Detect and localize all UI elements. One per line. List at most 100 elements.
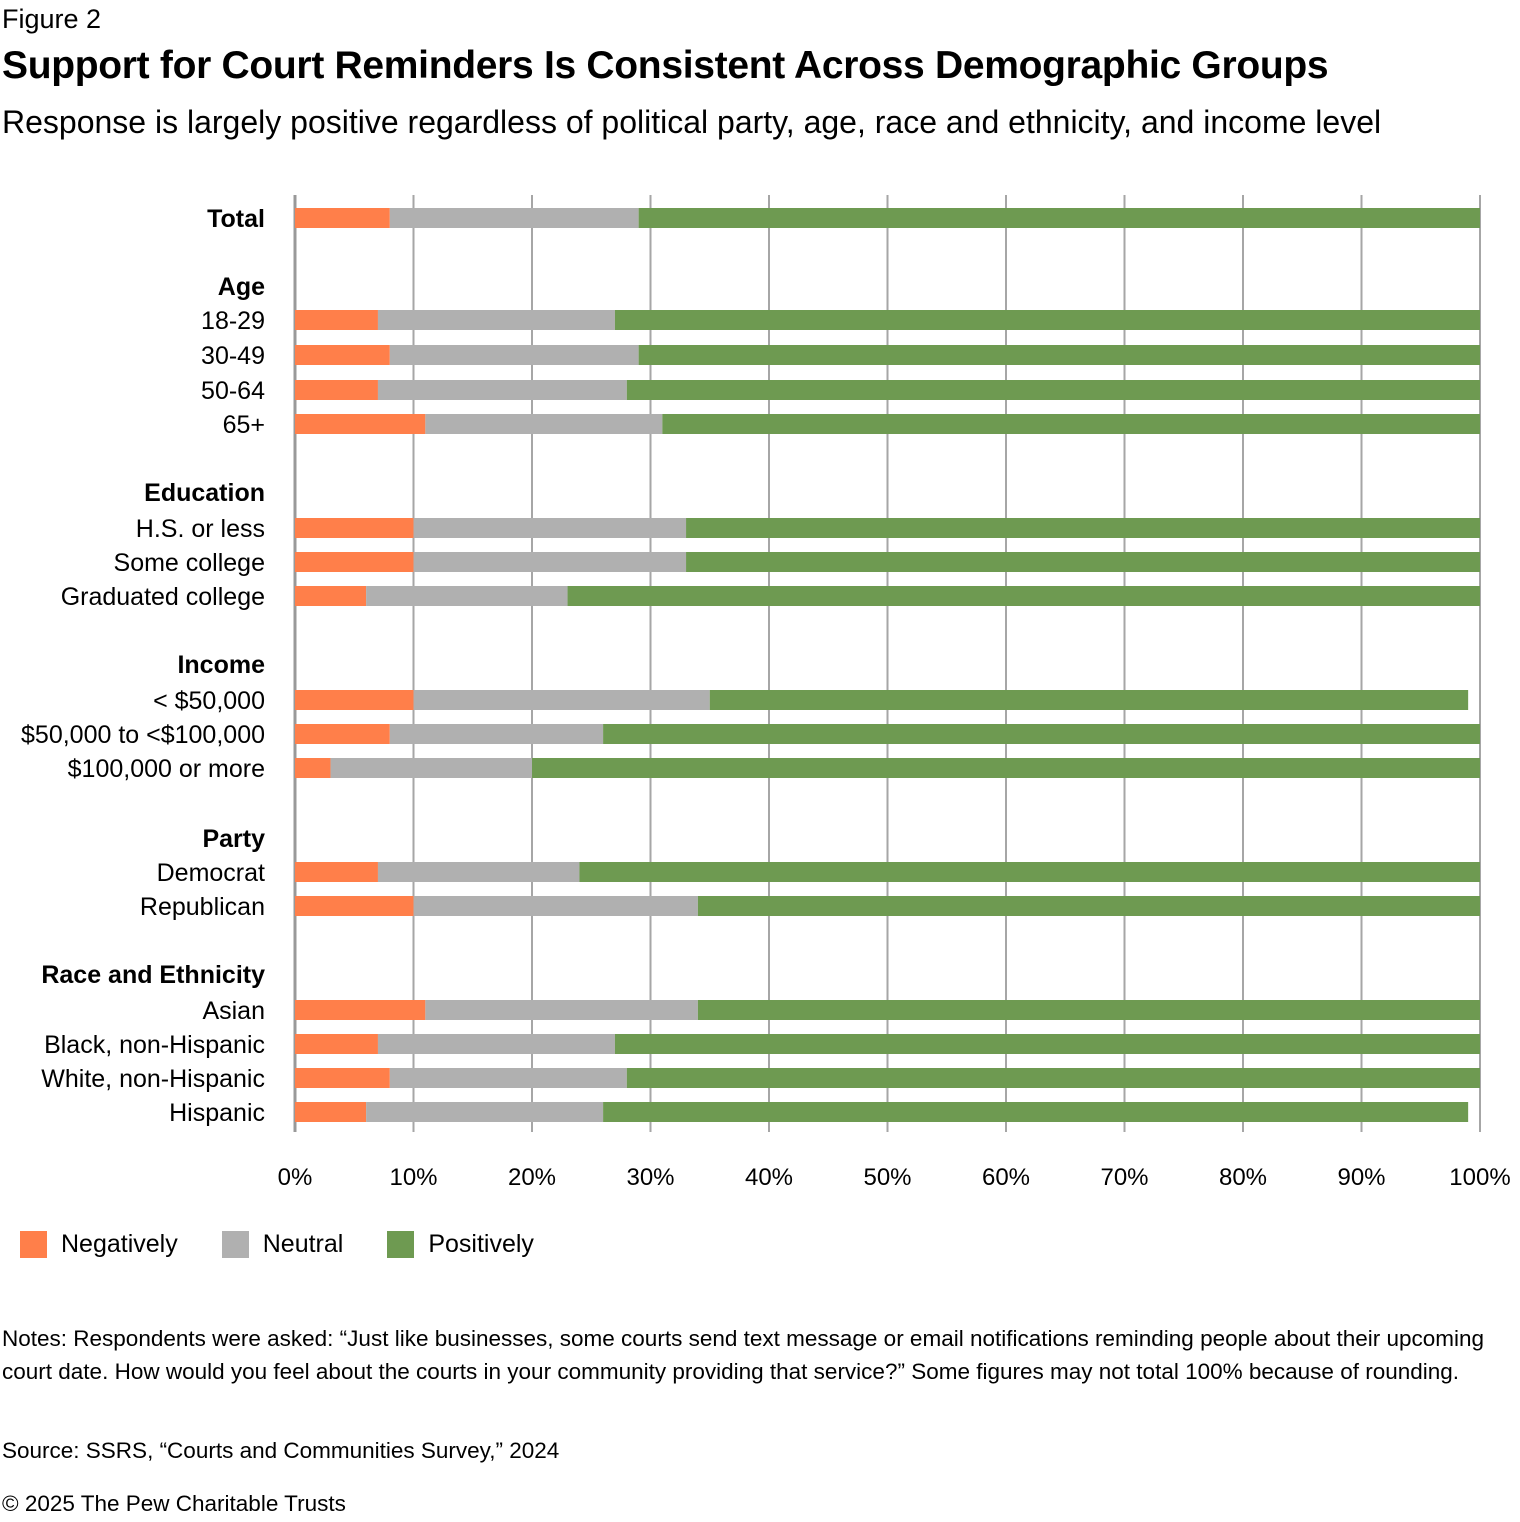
bar-segment-negatively [295, 862, 378, 882]
bar-segment-positively [709, 690, 1469, 710]
source: Source: SSRS, “Courts and Communities Su… [2, 1438, 560, 1463]
bar-segment-positively [626, 380, 1480, 400]
x-tick-label: 80% [1219, 1164, 1267, 1191]
row-label: 18-29 [201, 307, 265, 335]
bar-segment-neutral [425, 414, 663, 434]
category-header: Race and Ethnicity [41, 961, 265, 989]
bar-segment-negatively [295, 1000, 426, 1020]
bar-segment-positively [567, 586, 1480, 606]
bar-segment-neutral [377, 380, 627, 400]
bar-segment-negatively [295, 208, 390, 228]
row-label: 65+ [223, 411, 265, 439]
chart-subtitle: Response is largely positive regardless … [2, 104, 1382, 140]
bar-segment-positively [626, 1068, 1480, 1088]
row-label: Some college [114, 549, 265, 577]
bar-segment-positively [614, 1034, 1480, 1054]
bar-segment-positively [614, 310, 1480, 330]
bar-segment-positively [686, 518, 1480, 538]
bar-segment-neutral [377, 862, 580, 882]
bar-segment-neutral [377, 310, 615, 330]
row-label: Asian [202, 997, 265, 1025]
bar-segment-negatively [295, 380, 378, 400]
legend-label-positively: Positively [428, 1230, 534, 1258]
bar-segment-neutral [366, 586, 568, 606]
legend-item-positively: Positively [387, 1230, 534, 1259]
legend-swatch-neutral [221, 1231, 249, 1258]
legend-label-neutral: Neutral [262, 1230, 344, 1258]
bar-segment-negatively [295, 552, 414, 572]
row-label: White, non-Hispanic [41, 1065, 265, 1093]
bar-segment-negatively [295, 310, 378, 330]
bar-segment-negatively [295, 1068, 390, 1088]
bar-segment-negatively [295, 724, 390, 744]
bar-segment-positively [532, 758, 1480, 778]
legend-swatch-negatively [20, 1231, 47, 1258]
row-label: $100,000 or more [68, 755, 265, 783]
notes: Notes: Respondents were asked: “Just lik… [2, 1326, 1485, 1384]
x-tick-label: 70% [1100, 1164, 1148, 1191]
category-header: Age [218, 273, 265, 301]
category-header: Income [177, 651, 265, 679]
row-label: 50-64 [201, 377, 265, 405]
figure-label: Figure 2 [2, 4, 102, 34]
bar-segment-positively [697, 896, 1480, 916]
bar-segment-neutral [366, 1102, 604, 1122]
bar-segment-positively [638, 208, 1480, 228]
category-header: Party [202, 825, 265, 853]
bar-segment-neutral [413, 896, 698, 916]
x-tick-label: 60% [982, 1164, 1030, 1191]
row-label: H.S. or less [136, 515, 265, 543]
row-label: Graduated college [61, 583, 265, 611]
bar-segment-neutral [413, 552, 687, 572]
bar-segment-positively [603, 1102, 1469, 1122]
bar-segment-neutral [425, 1000, 698, 1020]
bar-segment-negatively [295, 896, 414, 916]
bar-segment-positively [638, 345, 1480, 365]
row-label: Total [207, 205, 265, 233]
row-label: Black, non-Hispanic [44, 1031, 265, 1059]
category-header: Education [144, 479, 265, 507]
bar-segment-negatively [295, 690, 414, 710]
bar-segment-negatively [295, 345, 390, 365]
bar-segment-negatively [295, 518, 414, 538]
x-tick-label: 10% [389, 1164, 437, 1191]
bar-segment-neutral [413, 690, 710, 710]
bar-segment-positively [697, 1000, 1480, 1020]
bar-segment-positively [603, 724, 1480, 744]
bar-segment-positively [686, 552, 1480, 572]
legend: Negatively Neutral Positively [20, 1230, 534, 1259]
x-tick-label: 30% [626, 1164, 674, 1191]
row-label: Democrat [157, 859, 265, 887]
x-tick-label: 20% [508, 1164, 556, 1191]
x-tick-label: 40% [745, 1164, 793, 1191]
bar-segment-positively [579, 862, 1480, 882]
bar-segment-negatively [295, 758, 331, 778]
bar-segment-neutral [413, 518, 687, 538]
legend-item-negatively: Negatively [20, 1230, 178, 1259]
bar-segment-neutral [389, 345, 639, 365]
bar-segment-negatively [295, 586, 367, 606]
bar-segment-neutral [389, 1068, 627, 1088]
row-label: 30-49 [201, 342, 265, 370]
chart-title: Support for Court Reminders Is Consisten… [2, 44, 1329, 87]
x-tick-label: 0% [278, 1164, 313, 1191]
bar-segment-negatively [295, 414, 426, 434]
bar-segment-neutral [330, 758, 532, 778]
legend-item-neutral: Neutral [221, 1230, 344, 1259]
row-label: $50,000 to <$100,000 [21, 721, 265, 749]
legend-label-negatively: Negatively [61, 1230, 178, 1258]
copyright: © 2025 The Pew Charitable Trusts [2, 1491, 346, 1516]
bar-segment-negatively [295, 1102, 367, 1122]
row-label: Hispanic [169, 1099, 265, 1127]
x-tick-label: 50% [863, 1164, 911, 1191]
row-label: Republican [140, 893, 265, 921]
bar-segment-neutral [389, 208, 639, 228]
bar-segment-negatively [295, 1034, 378, 1054]
x-tick-label: 90% [1337, 1164, 1385, 1191]
x-tick-label: 100% [1449, 1164, 1510, 1191]
bar-segment-neutral [377, 1034, 615, 1054]
row-label: < $50,000 [153, 687, 265, 715]
legend-swatch-positively [387, 1231, 415, 1258]
bar-segment-positively [662, 414, 1480, 434]
bar-segment-neutral [389, 724, 604, 744]
